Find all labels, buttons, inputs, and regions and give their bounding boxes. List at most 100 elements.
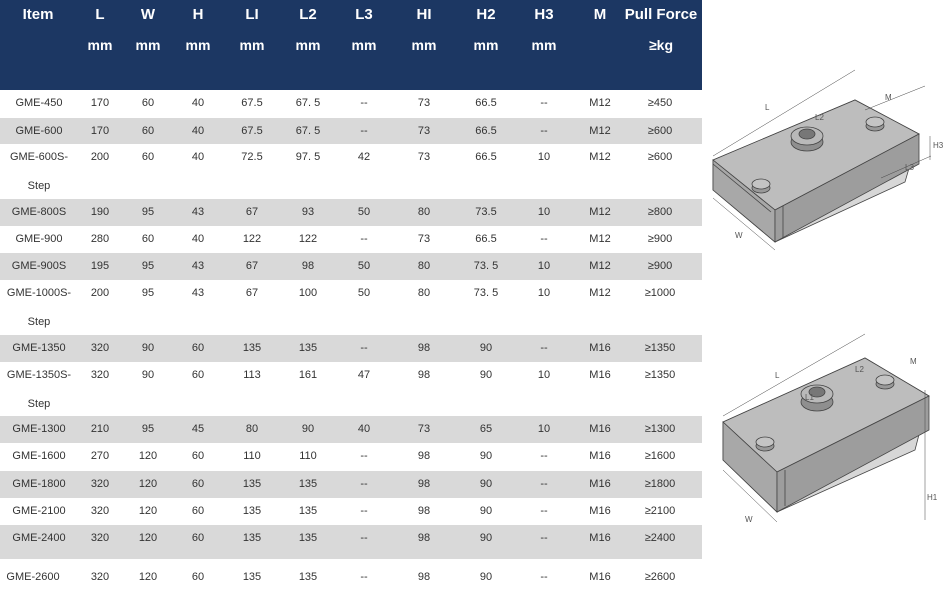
cell-l2: 98 <box>301 260 315 272</box>
cell-h: 40 <box>191 125 205 137</box>
cell-m: M12 <box>589 287 611 299</box>
cell-h2: 73.5 <box>475 206 497 218</box>
cell-l3: 50 <box>357 206 371 218</box>
magnet-drawing-bottom <box>722 333 930 523</box>
cell-l: 320 <box>90 571 110 583</box>
cell-f: ≥450 <box>647 97 673 109</box>
cell-w: 95 <box>141 206 155 218</box>
header-item: Item <box>2 6 74 23</box>
cell-h2: 90 <box>479 571 493 583</box>
cell-h2: 66.5 <box>475 233 497 245</box>
cell-item: GME-1800 <box>12 478 66 490</box>
cell-li: 135 <box>242 505 262 517</box>
cell-h2: 90 <box>479 342 493 354</box>
cell-hi: 73 <box>417 97 431 109</box>
cell-w: 120 <box>138 571 158 583</box>
cell-item: GME-2100 <box>12 505 66 517</box>
cell-l: 195 <box>90 260 110 272</box>
cell-m: M16 <box>589 478 611 490</box>
cell-w: 95 <box>141 423 155 435</box>
cell-l: 320 <box>90 505 110 517</box>
label-L2-2: L2 <box>855 365 864 374</box>
table-row: GME-800S 190 95 43 67 93 50 80 73.5 10 M12 ≥800 <box>0 199 702 226</box>
label-W-2: W <box>745 515 753 524</box>
cell-m: M12 <box>589 97 611 109</box>
cell-item: GME-800S <box>11 206 67 218</box>
cell-h: 60 <box>191 342 205 354</box>
label-L3: L3 <box>905 163 914 172</box>
header-name: L3 <box>355 6 373 23</box>
header-h3: H3 mm <box>524 6 564 53</box>
cell-h3: 10 <box>537 287 551 299</box>
cell-l: 170 <box>90 125 110 137</box>
cell-item: GME-1000S- <box>6 287 72 299</box>
cell-m: M16 <box>589 505 611 517</box>
header-l2: L2 mm <box>288 6 328 53</box>
cell-item-line2: Step <box>27 316 51 328</box>
cell-l3: -- <box>360 342 368 354</box>
cell-w: 60 <box>141 125 155 137</box>
cell-f: ≥1300 <box>644 423 676 435</box>
cell-l3: -- <box>360 233 368 245</box>
cell-li: 135 <box>242 571 262 583</box>
cell-h3: 10 <box>537 206 551 218</box>
header-unit: mm <box>531 37 557 53</box>
header-unit: mm <box>411 37 437 53</box>
cell-m: M16 <box>589 369 611 381</box>
header-h2: H2 mm <box>466 6 506 53</box>
cell-m: M12 <box>589 206 611 218</box>
cell-h2: 90 <box>479 478 493 490</box>
cell-h3: -- <box>540 342 548 354</box>
cell-l3: 42 <box>357 151 371 163</box>
cell-item: GME-450 <box>15 97 63 109</box>
cell-m: M16 <box>589 342 611 354</box>
cell-l2: 135 <box>298 571 318 583</box>
cell-item: GME-2400 <box>12 532 66 544</box>
cell-h: 45 <box>191 423 205 435</box>
cell-item: GME-600 <box>15 125 63 137</box>
cell-h2: 90 <box>479 450 493 462</box>
cell-h3: -- <box>540 233 548 245</box>
cell-l2: 122 <box>298 233 318 245</box>
cell-li: 67 <box>245 260 259 272</box>
label-L2: L2 <box>815 113 824 122</box>
cell-h3: -- <box>540 505 548 517</box>
cell-m: M16 <box>589 571 611 583</box>
cell-li: 67 <box>245 287 259 299</box>
label-M: M <box>885 93 892 102</box>
cell-l3: 40 <box>357 423 371 435</box>
header-name: H3 <box>534 6 554 23</box>
cell-hi: 98 <box>417 342 431 354</box>
label-L-2: L <box>775 371 780 380</box>
cell-h: 60 <box>191 505 205 517</box>
table-row: GME-1000S- Step 200 95 43 67 100 50 80 73. 5 10 M12… <box>0 280 702 335</box>
cell-h2: 65 <box>479 423 493 435</box>
cell-w: 120 <box>138 450 158 462</box>
cell-f: ≥600 <box>647 151 673 163</box>
cell-h: 40 <box>191 151 205 163</box>
cell-h3: -- <box>540 532 548 544</box>
label-M-2: M <box>910 357 917 366</box>
cell-m: M12 <box>589 260 611 272</box>
cell-l2: 67. 5 <box>295 125 321 137</box>
cell-l: 320 <box>90 369 110 381</box>
header-li: LI mm <box>232 6 272 53</box>
header-hi: HI mm <box>404 6 444 53</box>
label-W: W <box>735 231 743 240</box>
cell-m: M16 <box>589 423 611 435</box>
cell-hi: 98 <box>417 532 431 544</box>
cell-h3: 10 <box>537 423 551 435</box>
cell-h3: 10 <box>537 260 551 272</box>
cell-li: 80 <box>245 423 259 435</box>
cell-w: 120 <box>138 505 158 517</box>
cell-item: GME-1350 <box>12 342 66 354</box>
cell-h: 60 <box>191 571 205 583</box>
cell-item: GME-900 <box>15 233 63 245</box>
cell-li: 135 <box>242 342 262 354</box>
cell-li: 67 <box>245 206 259 218</box>
table-row: GME-1600 270 120 60 110 110 -- 98 90 -- M16 ≥1600 <box>0 443 702 471</box>
cell-hi: 73 <box>417 125 431 137</box>
header-unit: mm <box>239 37 265 53</box>
cell-h: 60 <box>191 369 205 381</box>
